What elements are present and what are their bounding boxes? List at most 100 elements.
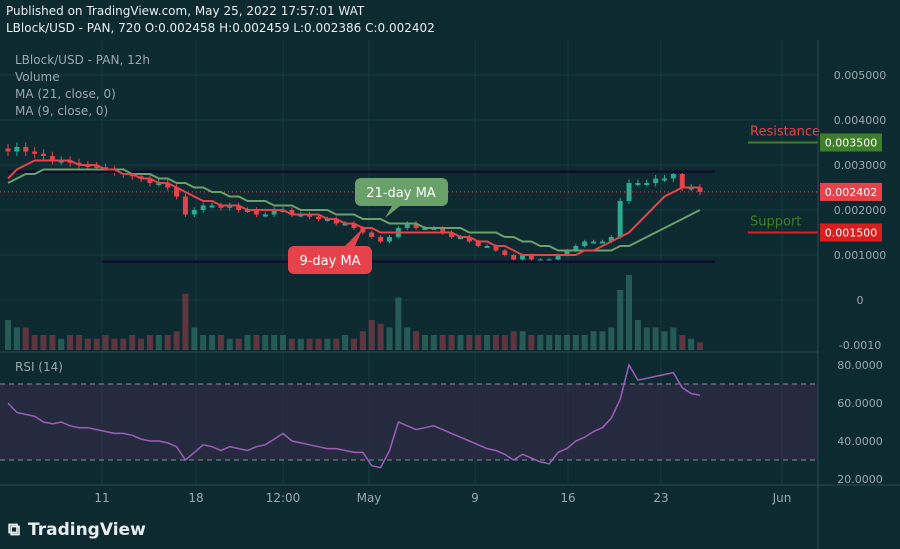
symbol-legend: LBlock/USD - PAN, 12h xyxy=(15,53,150,67)
ma21-callout xyxy=(355,178,448,206)
time-tick-label: 18 xyxy=(188,491,203,505)
volume-bar xyxy=(93,338,100,350)
volume-bar xyxy=(297,338,304,350)
volume-bar xyxy=(643,327,650,350)
volume-bar xyxy=(191,327,198,350)
resistance-label: Resistance xyxy=(750,125,820,140)
price-tick-label: 0 xyxy=(857,294,864,307)
volume-bar xyxy=(457,335,464,350)
candle-body xyxy=(573,246,579,251)
volume-bar xyxy=(280,335,287,350)
candle-body xyxy=(697,187,703,192)
rsi-tick-label: 80.0000 xyxy=(837,359,883,372)
ma9-callout-pointer xyxy=(345,228,363,246)
candle-body xyxy=(404,223,410,228)
volume-bar xyxy=(555,335,562,350)
candle-body xyxy=(591,241,597,244)
candle-body xyxy=(449,232,455,237)
candle-body xyxy=(670,174,676,179)
volume-bar xyxy=(590,331,597,350)
rsi-tick-label: 40.0000 xyxy=(837,435,883,448)
resistance-price-tag xyxy=(820,133,882,152)
volume-bar xyxy=(173,331,180,350)
price-tick-label: 0.002000 xyxy=(834,204,887,217)
volume-bar xyxy=(200,335,207,350)
candle-body xyxy=(333,219,339,224)
volume-bar xyxy=(5,320,11,350)
rsi-tick-label: 60.0000 xyxy=(837,397,883,410)
overlays: 21-day MA 9-day MA Resistance Support xyxy=(0,125,820,274)
candle-body xyxy=(582,241,588,246)
volume-bar xyxy=(67,335,74,350)
volume-bar xyxy=(421,335,428,350)
volume-bar xyxy=(563,335,570,350)
volume-bar xyxy=(626,275,633,350)
volume-bar xyxy=(226,338,233,350)
rsi-tick-label: 20.0000 xyxy=(837,473,883,486)
volume-bar xyxy=(75,335,82,350)
support-price-tag-text: 0.001500 xyxy=(825,227,878,240)
candle-body xyxy=(502,250,508,255)
candle-body xyxy=(378,237,384,242)
volume-bar xyxy=(138,338,145,350)
candle-body xyxy=(94,165,100,168)
volume-bar xyxy=(466,335,473,350)
volume-bar xyxy=(333,338,340,350)
candle-body xyxy=(484,246,490,248)
candle-body xyxy=(679,174,685,188)
tradingview-logo[interactable]: ⧉ TradingView xyxy=(8,520,146,540)
candle-body xyxy=(440,228,446,233)
volume-bar xyxy=(448,335,455,350)
ma9-legend: MA (9, close, 0) xyxy=(15,104,109,118)
candle-body xyxy=(466,237,472,242)
volume-bar xyxy=(546,335,553,350)
candle-body xyxy=(608,237,614,242)
candle-body xyxy=(165,183,171,188)
time-tick-label: Jun xyxy=(772,491,792,505)
candle-body xyxy=(564,250,570,255)
time-tick-label: May xyxy=(357,491,382,505)
volume-bar xyxy=(617,290,624,350)
volume-legend: Volume xyxy=(15,70,60,84)
volume-bar xyxy=(404,327,411,350)
volume-bar xyxy=(430,335,437,350)
volume-bar xyxy=(235,338,242,350)
candle-body xyxy=(555,255,561,260)
ma21-callout-text: 21-day MA xyxy=(366,186,435,201)
candle-body xyxy=(32,151,38,154)
candle-body xyxy=(147,178,153,183)
candle-body xyxy=(40,153,46,156)
candle-body xyxy=(191,210,197,215)
ma9-callout xyxy=(288,246,372,274)
volume-bar xyxy=(129,335,136,350)
volume-bar xyxy=(484,335,491,350)
volume-bar xyxy=(342,335,349,350)
volume-bar xyxy=(49,335,56,350)
volume-bar xyxy=(608,327,615,350)
candle-body xyxy=(218,205,224,208)
volume-bar xyxy=(111,338,118,350)
volume-bar xyxy=(155,335,162,350)
candle-body xyxy=(49,156,55,161)
price-tick-label: 0.004000 xyxy=(834,114,887,127)
tradingview-logo-icon: ⧉ xyxy=(8,520,21,540)
candle-body xyxy=(227,205,233,208)
volume-bar xyxy=(652,327,659,350)
candle-body xyxy=(307,214,313,217)
volume-bar xyxy=(599,331,606,350)
candle-body xyxy=(662,178,668,181)
rsi-line xyxy=(7,363,701,469)
candle-body xyxy=(182,196,188,215)
volume-bar xyxy=(386,327,393,350)
volume-bar xyxy=(306,338,313,350)
rsi-legend: RSI (14) xyxy=(15,360,63,374)
volume-bar xyxy=(13,327,20,350)
volume-bar xyxy=(492,335,499,350)
time-tick-label: 9 xyxy=(471,491,479,505)
price-tick-label: -0.0010 xyxy=(839,339,881,352)
candle-body xyxy=(635,183,641,185)
tradingview-logo-text: TradingView xyxy=(28,520,146,540)
candle-body xyxy=(14,147,20,152)
candle-body xyxy=(653,178,659,183)
